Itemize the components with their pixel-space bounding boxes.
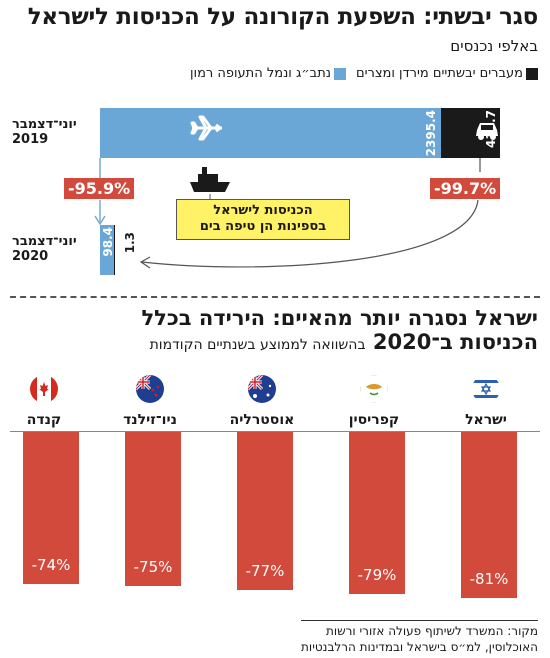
israel-flag-icon — [472, 375, 500, 403]
section2-title: ישראל נסגרה יותר מהאיים: הירידה בכלל הכנ… — [141, 306, 538, 354]
period-label-2019: יוני־דצמבר 2019 — [12, 117, 77, 148]
drop-badge-land: -99.7% — [430, 178, 501, 199]
value-label-canada: -74% — [31, 555, 71, 574]
car-icon — [476, 123, 498, 140]
period-2020-line1: יוני־דצמבר — [12, 234, 77, 249]
cyprus-flag-icon — [360, 375, 388, 403]
value-label-cyprus: -79% — [357, 565, 397, 584]
country-label-cyprus: קפריסין — [348, 412, 400, 428]
country-label-israel: ישראל — [465, 412, 507, 428]
value-label-new-zealand: -75% — [133, 557, 173, 576]
period-2019-line2: 2019 — [12, 131, 49, 147]
legend: מעברים יבשתיים מירדן ומצרים נתב״ג ונמל ה… — [190, 66, 538, 81]
legend-swatch-air — [333, 67, 346, 80]
period-label-2020: יוני־דצמבר 2020 — [12, 234, 77, 265]
section2-note: בהשוואה לממוצע בשנתיים הקודמות — [149, 337, 366, 354]
section2-title-line2: הכניסות ב־2020 — [372, 330, 538, 355]
canada-flag-icon — [30, 375, 58, 403]
legend-label-air: נתב״ג ונמל התעופה רמון — [190, 66, 331, 81]
source-line1: מקור: המשרד לשיתוף פעולה אזורי ורשות — [325, 624, 538, 638]
legend-item-air: נתב״ג ונמל התעופה רמון — [190, 66, 346, 81]
country-label-canada: קנדה — [26, 412, 62, 428]
chart-title: סגר יבשתי: השפעת הקורונה על הכניסות לישר… — [27, 4, 539, 30]
callout-line2: בספינות הן טיפה בים — [199, 219, 327, 235]
section2-title-line2-row: הכניסות ב־2020 בהשוואה לממוצע בשנתיים הק… — [141, 330, 538, 354]
ship-icon — [190, 167, 230, 192]
bar-australia — [237, 432, 293, 590]
source-note: מקור: המשרד לשיתוף פעולה אזורי ורשות האו… — [301, 620, 538, 655]
legend-label-land: מעברים יבשתיים מירדן ומצרים — [355, 66, 523, 81]
value-label-australia: -77% — [245, 561, 285, 580]
period-2019-line1: יוני־דצמבר — [12, 117, 77, 132]
chart-subtitle: באלפי נכנסים — [450, 37, 538, 55]
bar-cyprus — [349, 432, 405, 594]
callout-box: הכניסות לישראל בספינות הן טיפה בים — [176, 199, 350, 240]
period-2020-line2: 2020 — [12, 248, 49, 264]
value-label-israel: -81% — [469, 570, 509, 588]
section2-title-line1: ישראל נסגרה יותר מהאיים: הירידה בכלל — [141, 306, 538, 330]
bar-air-2020 — [100, 225, 115, 275]
bar-air-2019 — [100, 108, 442, 158]
connector-lines — [94, 158, 481, 269]
bar-new-zealand — [125, 432, 181, 586]
bar-land-2020 — [114, 225, 116, 275]
airplane-icon — [190, 115, 222, 141]
bar-israel — [461, 432, 517, 598]
callout-line1: הכניסות לישראל — [213, 203, 313, 218]
new-zealand-flag-icon — [136, 375, 164, 403]
chart-baseline — [10, 431, 540, 432]
legend-swatch-land — [526, 67, 538, 80]
australia-flag-icon — [248, 375, 276, 403]
section-divider — [10, 296, 540, 298]
drop-badge-air: -95.9% — [64, 178, 135, 199]
country-label-new-zealand: ניו־זילנד — [123, 412, 177, 428]
bar-canada — [23, 432, 79, 584]
country-label-australia: אוסטרליה — [229, 412, 295, 428]
source-line2: האוכלוסין, למ״ס בישראל ובמדינות הרלבנטיו… — [301, 639, 538, 654]
legend-item-land: מעברים יבשתיים מירדן ומצרים — [356, 66, 538, 81]
